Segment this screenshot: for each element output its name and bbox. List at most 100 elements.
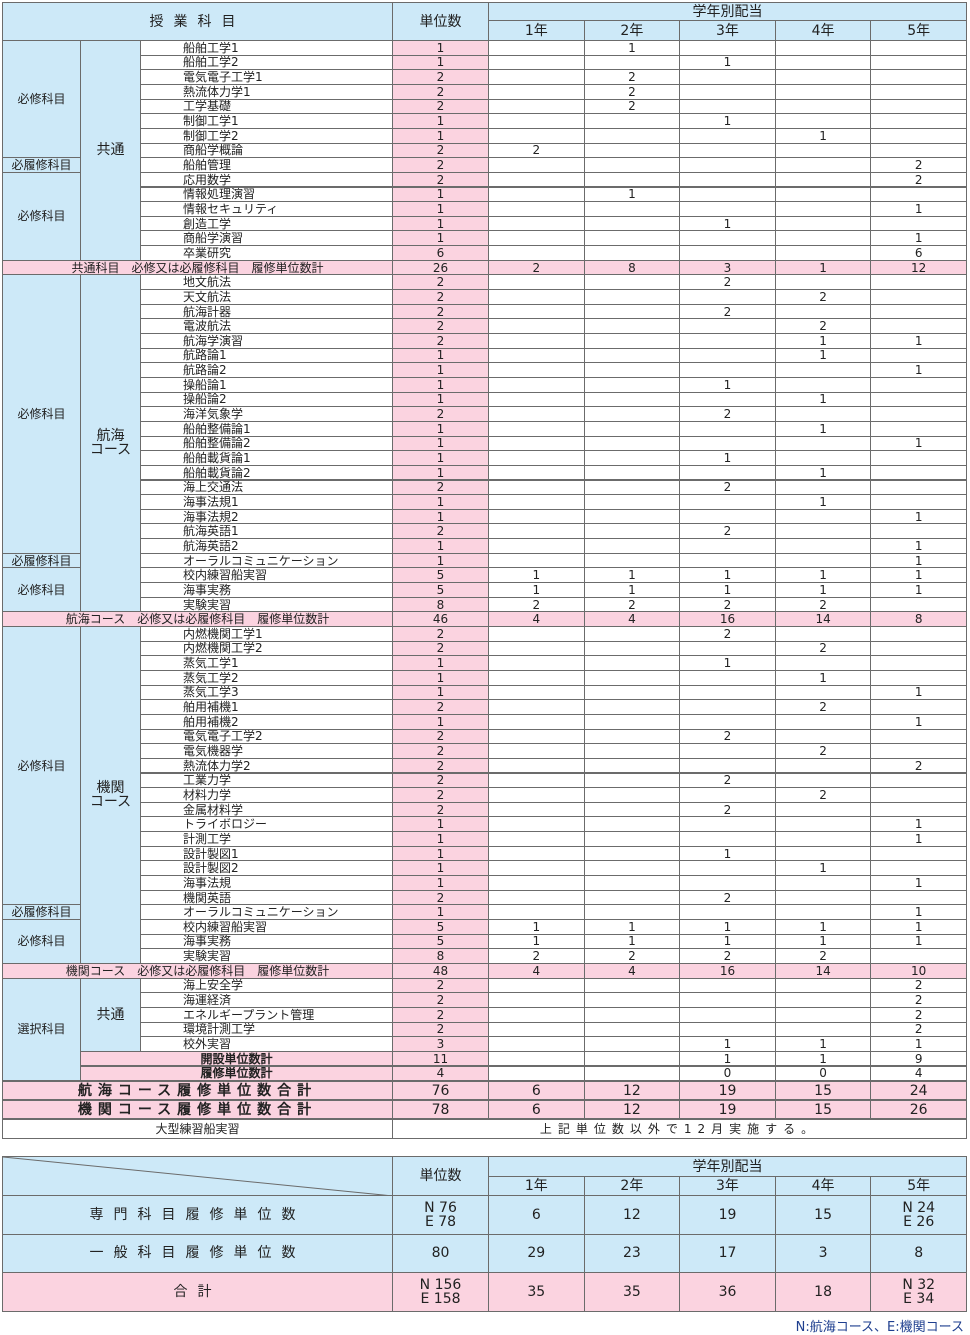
year-cell <box>583 157 681 173</box>
year-cell <box>488 1036 585 1052</box>
credits: 1 <box>392 201 489 217</box>
year-cell <box>870 640 967 657</box>
credits: 1 <box>392 831 489 847</box>
year-cell: 1 <box>583 40 681 56</box>
year-cell: 12 <box>583 1081 681 1101</box>
year-cell <box>870 479 967 496</box>
credits: 1 <box>392 362 489 378</box>
category: 必修科目 <box>2 274 81 554</box>
subject: 蒸気工学2 <box>140 669 393 686</box>
year-cell <box>774 245 872 261</box>
subject: 海上交通法 <box>140 479 393 496</box>
subject: 地文航法 <box>140 274 393 291</box>
year-cell <box>583 523 681 540</box>
subject: 熱流体力学1 <box>140 83 393 100</box>
credits: 6 <box>392 245 489 261</box>
year-cell <box>679 1021 776 1038</box>
year-cell: 2 <box>488 142 585 159</box>
year-cell <box>679 391 776 408</box>
year-cell <box>679 713 776 730</box>
summary-credits: N 156 E 158 <box>392 1272 489 1312</box>
credits: 2 <box>392 1006 489 1023</box>
subject: 実験実習 <box>140 948 393 964</box>
year-cell <box>488 977 585 994</box>
credits: 2 <box>392 157 489 173</box>
credits: 5 <box>392 933 489 950</box>
credits: 2 <box>392 640 489 657</box>
credits: 1 <box>392 215 489 232</box>
subject: 卒業研究 <box>140 245 393 261</box>
year-cell: 15 <box>774 1100 872 1120</box>
header-year: 4年 <box>774 20 872 41</box>
year-cell: 1 <box>774 347 872 364</box>
subject: オーラルコミュニケーション <box>140 904 393 920</box>
cell-text: N 32 <box>902 1276 936 1293</box>
year-cell <box>870 274 967 291</box>
year-cell <box>870 743 967 759</box>
header-year: 4年 <box>774 1176 872 1196</box>
year-cell: 1 <box>488 933 585 950</box>
credits: 1 <box>392 684 489 701</box>
year-cell <box>679 787 776 803</box>
year-cell <box>679 1006 776 1023</box>
category: 必修科目 <box>2 567 81 613</box>
cell-text: N 156 <box>419 1276 462 1293</box>
header-year: 3年 <box>679 1176 776 1196</box>
year-cell <box>774 992 872 1008</box>
year-cell: 1 <box>679 376 776 393</box>
category: 必履修科目 <box>2 904 81 920</box>
year-cell <box>488 728 585 745</box>
subject: 海事法規 <box>140 875 393 891</box>
year-cell <box>870 215 967 232</box>
credits: 2 <box>392 69 489 85</box>
year-cell: 23 <box>583 1233 681 1273</box>
year-cell <box>774 142 872 159</box>
credits: 1 <box>392 508 489 525</box>
diagonal-line <box>3 1157 389 1195</box>
summary-label: 合計 <box>2 1272 393 1312</box>
year-cell <box>774 83 872 100</box>
credits: 2 <box>392 289 489 305</box>
year-cell <box>583 728 681 745</box>
year-cell <box>488 376 585 393</box>
header-grade: 学年別配当 <box>488 1156 967 1177</box>
year-cell <box>679 743 776 759</box>
year-cell: 19 <box>679 1081 776 1101</box>
year-cell <box>774 728 872 745</box>
year-cell <box>488 655 585 671</box>
subject: 電波航法 <box>140 318 393 334</box>
year-cell <box>488 40 585 56</box>
year-cell: 2 <box>774 596 872 613</box>
year-cell <box>679 40 776 56</box>
total-credits: 26 <box>392 259 489 276</box>
year-cell <box>583 376 681 393</box>
header-year: 1年 <box>488 1176 585 1196</box>
year-cell <box>774 889 872 906</box>
year-cell <box>488 1065 585 1082</box>
year-cell: 2 <box>679 948 776 964</box>
year-cell <box>488 171 585 188</box>
year-cell <box>583 904 681 920</box>
credits: 3 <box>392 1036 489 1052</box>
year-cell <box>774 450 872 466</box>
year-cell: 1 <box>774 391 872 408</box>
year-cell <box>774 230 872 247</box>
group: 共通 <box>80 40 141 261</box>
cell-text: N 76 <box>424 1199 457 1216</box>
year-cell <box>583 772 681 789</box>
cell-text: E 34 <box>903 1290 935 1307</box>
year-cell <box>774 655 872 671</box>
year-cell <box>488 757 585 774</box>
year-cell: 1 <box>679 1036 776 1052</box>
year-cell <box>488 787 585 803</box>
year-cell: 1 <box>774 860 872 877</box>
subject: 航海計器 <box>140 303 393 320</box>
year-cell: 16 <box>679 962 776 979</box>
year-cell <box>774 845 872 862</box>
year-cell <box>679 640 776 657</box>
year-cell <box>488 713 585 730</box>
subtotal-credits: 11 <box>392 1050 489 1067</box>
header-subject: 授業科目 <box>2 2 393 41</box>
year-cell <box>679 333 776 349</box>
year-cell: 2 <box>774 743 872 759</box>
